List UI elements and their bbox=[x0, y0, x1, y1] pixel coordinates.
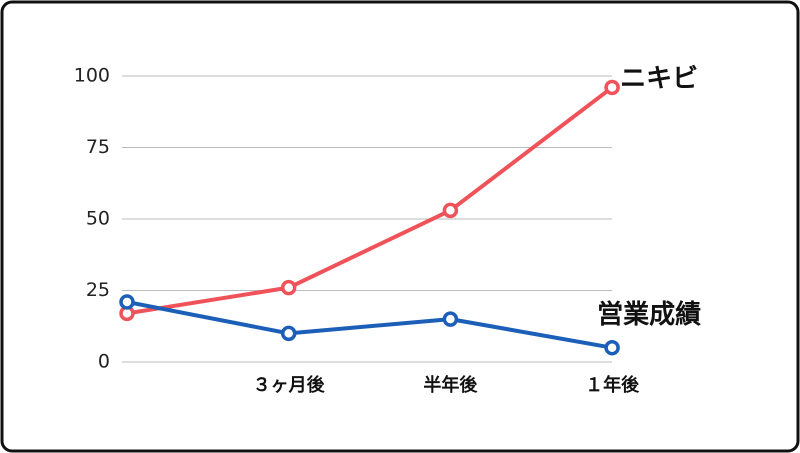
y-tick-label: 25 bbox=[86, 279, 110, 301]
point bbox=[604, 79, 620, 96]
x-tick-label: 半年後 bbox=[423, 374, 478, 396]
x-tick-label: ３ヶ月後 bbox=[253, 374, 326, 396]
y-tick-label: 100 bbox=[74, 65, 110, 87]
point bbox=[604, 339, 620, 356]
point bbox=[280, 279, 297, 296]
y-tick-label: 75 bbox=[86, 136, 110, 158]
point bbox=[280, 325, 297, 342]
point bbox=[119, 294, 135, 310]
point bbox=[442, 202, 459, 219]
series-line bbox=[126, 85, 614, 316]
y-tick-label: 50 bbox=[86, 208, 110, 230]
series-label: 営業成績 bbox=[597, 300, 701, 330]
series-label: ニキビ bbox=[620, 64, 698, 94]
point bbox=[442, 311, 459, 327]
x-tick-label: １年後 bbox=[585, 374, 640, 396]
series-line bbox=[126, 299, 613, 350]
y-tick-label: 0 bbox=[98, 351, 110, 373]
